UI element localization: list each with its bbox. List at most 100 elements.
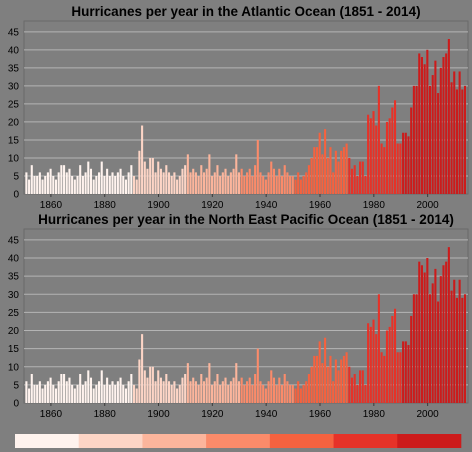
bar (350, 168, 354, 194)
bar (44, 175, 47, 194)
bar (275, 175, 278, 194)
y-tick-label: 20 (8, 117, 20, 128)
bar (192, 168, 195, 194)
bar (439, 276, 442, 404)
bar (359, 161, 362, 194)
y-tick-label: 40 (8, 45, 20, 56)
bar (399, 352, 402, 403)
bar (428, 85, 432, 195)
bar (124, 388, 127, 403)
bar (65, 172, 68, 195)
y-tick-label: 15 (8, 344, 20, 355)
bar (434, 268, 437, 404)
bar (461, 89, 464, 194)
bar (73, 179, 76, 194)
bar (138, 150, 141, 194)
bar (237, 172, 241, 195)
bar (313, 147, 316, 194)
bar (162, 381, 165, 403)
bar (178, 175, 181, 194)
bar (57, 381, 60, 403)
x-tick-label: 1880 (94, 409, 117, 420)
bar (81, 175, 84, 194)
bar (423, 64, 426, 194)
bar (310, 366, 313, 403)
bar (450, 82, 453, 194)
bar (248, 377, 251, 404)
bar (332, 381, 335, 403)
bar (364, 384, 367, 404)
bar (167, 381, 171, 403)
bar (356, 175, 359, 194)
bar (65, 381, 68, 403)
bar (149, 366, 152, 403)
y-tick-label: 30 (8, 81, 20, 92)
bar (375, 334, 378, 404)
bar (305, 381, 308, 403)
bar (87, 161, 90, 194)
bar (385, 330, 389, 403)
bar (299, 388, 302, 403)
bar (119, 168, 122, 194)
bar (251, 175, 254, 194)
bar (404, 132, 407, 194)
bar (321, 154, 324, 194)
bar (63, 374, 66, 403)
bar (418, 53, 421, 194)
bar (434, 60, 437, 195)
x-tick-label: 1900 (147, 200, 170, 211)
y-tick-label: 25 (8, 99, 20, 110)
bar (340, 359, 343, 403)
bar (227, 175, 230, 194)
bar (243, 384, 246, 404)
bar (100, 161, 103, 194)
bar (71, 384, 74, 404)
bar (157, 161, 160, 194)
bar (420, 265, 423, 403)
bar (334, 359, 337, 403)
bar (68, 168, 71, 194)
y-tick-label: 0 (13, 399, 19, 410)
bar (194, 172, 197, 195)
bar (318, 341, 321, 404)
x-tick-label: 2000 (417, 200, 440, 211)
bar (337, 370, 340, 404)
bar (98, 172, 101, 195)
bar (151, 366, 154, 403)
bar (307, 374, 310, 403)
bar (235, 363, 238, 404)
bar (92, 179, 95, 194)
bar (240, 377, 243, 404)
bar (108, 175, 111, 194)
x-tick-label: 1920 (201, 200, 224, 211)
bar (162, 172, 165, 195)
bar (275, 384, 278, 404)
bar (202, 172, 206, 195)
bar (68, 377, 71, 404)
legend-swatch (206, 434, 271, 448)
bar (463, 294, 467, 403)
bar (412, 85, 415, 195)
bar (95, 175, 98, 194)
bar (342, 147, 345, 194)
bar (420, 57, 423, 194)
bar (106, 168, 109, 194)
legend-swatch (142, 434, 207, 448)
bar (262, 175, 265, 194)
bar (197, 175, 200, 194)
bar (143, 161, 146, 194)
bar (329, 355, 332, 404)
bar (283, 165, 286, 194)
bar (208, 154, 211, 194)
bar (383, 147, 386, 194)
bar (447, 39, 450, 194)
y-tick-label: 35 (8, 272, 20, 283)
bar (369, 118, 372, 194)
bar (224, 168, 227, 194)
bar (79, 374, 82, 403)
bar (307, 165, 310, 194)
chart-title: Hurricanes per year in the North East Pa… (38, 212, 454, 227)
bar (442, 57, 445, 194)
bar (219, 384, 222, 404)
bar (345, 352, 348, 403)
